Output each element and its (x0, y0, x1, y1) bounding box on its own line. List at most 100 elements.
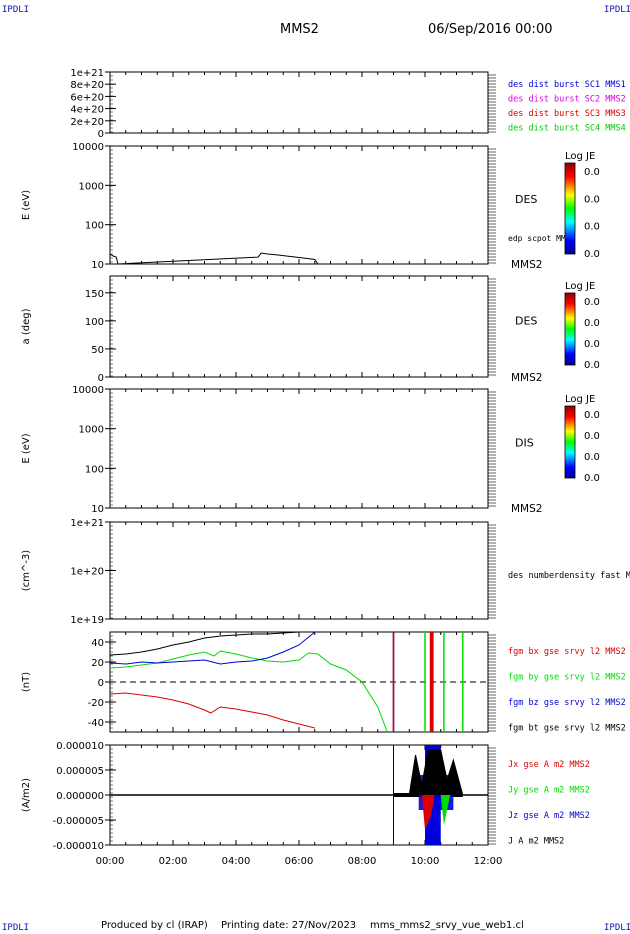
y-axis-label: E (eV) (21, 433, 32, 463)
y-tick-label: 8e+20 (70, 80, 104, 91)
footer-produced-by: Produced by cl (IRAP) (101, 920, 208, 931)
instrument-label: DES (515, 315, 537, 328)
instrument-label: DES (515, 193, 537, 206)
y-tick-label: -40 (88, 718, 104, 729)
legend-entry: edp scpot MMS2 (508, 234, 576, 243)
legend-entry: fgm bz gse srvy l2 MMS2 (508, 698, 626, 708)
colorbar-tick-label: 0.0 (584, 410, 600, 421)
series-line (109, 631, 300, 656)
y-axis-label: E (eV) (21, 190, 32, 220)
y-tick-label: 10 (91, 504, 104, 515)
corner-label-top-left: IPDLI (2, 5, 30, 15)
footer-plot-name: mms_mms2_srvy_vue_web1.cl (370, 920, 524, 931)
y-tick-label: 0 (98, 373, 104, 384)
y-tick-label: 10 (91, 260, 104, 271)
colorbar-tick-label: 0.0 (584, 318, 600, 329)
y-tick-label: -20 (88, 698, 104, 709)
y-tick-label: 4e+20 (70, 105, 104, 116)
panel-frame-5 (109, 521, 489, 620)
colorbar-tick-label: 0.0 (584, 222, 600, 233)
colorbar-title: Log JE (565, 281, 595, 292)
corner-label-bottom-left: IPDLI (2, 923, 30, 933)
series-line (109, 650, 388, 733)
y-axis-label: (A/m2) (21, 778, 32, 812)
colorbar-tick-label: 0.0 (584, 167, 600, 178)
y-tick-label: 6e+20 (70, 92, 104, 103)
y-tick-label: 150 (85, 289, 104, 300)
y-tick-label: 50 (91, 345, 104, 356)
date-title: 06/Sep/2016 00:00 (428, 22, 553, 37)
spacecraft-label: MMS2 (511, 503, 542, 515)
legend-entry: des dist burst SC1 MMS1 (508, 80, 626, 90)
current-burst-jy (440, 795, 451, 825)
colorbar-tick-label: 0.0 (584, 297, 600, 308)
y-tick-label: -0.000005 (53, 816, 104, 827)
colorbar-title: Log JE (565, 394, 595, 405)
y-tick-label: 100 (85, 221, 104, 232)
y-tick-label: 0 (98, 129, 104, 140)
panel-frame-2 (109, 145, 489, 265)
colorbar (564, 405, 576, 479)
legend-entry: fgm bx gse srvy l2 MMS2 (508, 647, 626, 657)
spacecraft-label: MMS2 (511, 259, 542, 271)
colorbar-tick-label: 0.0 (584, 452, 600, 463)
y-tick-label: 10000 (72, 385, 104, 396)
colorbar-tick-label: 0.0 (584, 431, 600, 442)
panel-frame-3 (109, 275, 489, 378)
series-line (109, 252, 319, 265)
current-burst-jx (421, 795, 435, 830)
legend-entry: des dist burst SC2 MMS2 (508, 95, 626, 105)
x-tick-label: 04:00 (222, 856, 251, 867)
y-tick-label: -0.000010 (53, 841, 104, 852)
y-tick-label: 100 (85, 464, 104, 475)
y-tick-label: 1e+21 (70, 518, 104, 529)
colorbar (564, 292, 576, 366)
series-line (109, 631, 316, 665)
y-tick-label: 0.000000 (56, 791, 104, 802)
y-tick-label: 1e+21 (70, 68, 104, 79)
y-tick-label: 0.000005 (56, 766, 104, 777)
y-axis-label: a (deg) (21, 308, 32, 344)
y-tick-label: 0.000010 (56, 741, 104, 752)
footer-printing-date: Printing date: 27/Nov/2023 (221, 920, 357, 931)
panel-frame-4 (109, 388, 489, 509)
x-tick-label: 12:00 (474, 856, 503, 867)
panel-frame-1 (109, 71, 489, 134)
x-tick-label: 02:00 (159, 856, 188, 867)
legend-entry: des dist burst SC4 MMS4 (508, 124, 626, 134)
colorbar-tick-label: 0.0 (584, 473, 600, 484)
y-tick-label: 1e+19 (70, 615, 104, 626)
colorbar (564, 162, 576, 255)
colorbar-tick-label: 0.0 (584, 339, 600, 350)
x-tick-label: 08:00 (348, 856, 377, 867)
y-axis-label: (cm^-3) (21, 550, 32, 591)
y-tick-label: 2e+20 (70, 117, 104, 128)
y-tick-label: 40 (91, 638, 104, 649)
series-line (109, 692, 315, 729)
legend-entry: fgm by gse srvy l2 MMS2 (508, 673, 626, 683)
legend-entry: des dist burst SC3 MMS3 (508, 109, 626, 119)
spacecraft-label: MMS2 (511, 372, 542, 384)
legend-entry: fgm bt gse srvy l2 MMS2 (508, 724, 626, 734)
legend-entry: des numberdensity fast M (508, 571, 630, 581)
colorbar-tick-label: 0.0 (584, 360, 600, 371)
corner-label-bottom-right: IPDLI (604, 923, 630, 933)
spacecraft-title: MMS2 (280, 22, 319, 37)
legend-entry: Jz gse A m2 MMS2 (508, 811, 590, 821)
legend-entry: J A m2 MMS2 (508, 837, 564, 847)
y-tick-label: 0 (98, 678, 104, 689)
y-tick-label: 1000 (79, 181, 104, 192)
x-tick-label: 06:00 (285, 856, 314, 867)
current-burst-j (408, 749, 464, 796)
corner-label-top-right: IPDLI (604, 5, 630, 15)
x-tick-label: 00:00 (96, 856, 125, 867)
x-tick-label: 10:00 (411, 856, 440, 867)
instrument-label: DIS (515, 437, 534, 450)
colorbar-tick-label: 0.0 (584, 194, 600, 205)
y-tick-label: 1e+20 (70, 567, 104, 578)
y-axis-label: (nT) (21, 672, 32, 692)
y-tick-label: 100 (85, 317, 104, 328)
colorbar-tick-label: 0.0 (584, 249, 600, 260)
y-tick-label: 20 (91, 658, 104, 669)
